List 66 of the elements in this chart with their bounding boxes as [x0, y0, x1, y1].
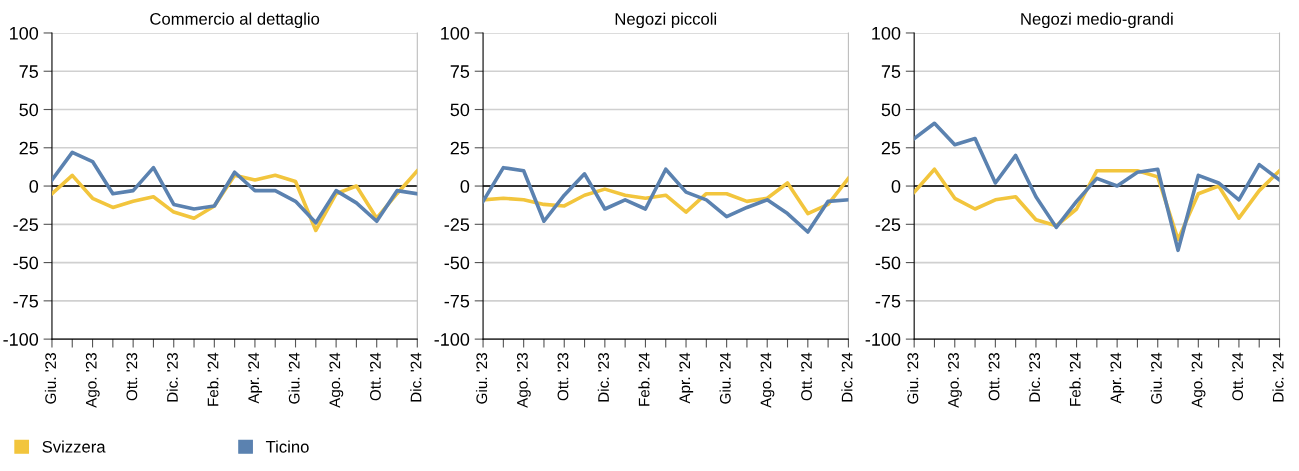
- x-tick-label: Giu. '23: [907, 352, 919, 404]
- y-tick-label: 75: [450, 65, 470, 78]
- x-tick-label: Ago. '23: [516, 352, 531, 408]
- x-tick-label: Dic. '23: [166, 352, 178, 402]
- x-tick-label: Ago. '24: [760, 352, 775, 408]
- chart-title: Negozi medio-grandi: [1021, 12, 1173, 29]
- y-tick-label: -25: [875, 218, 901, 232]
- line-series: [914, 121, 1280, 253]
- y-tick-label: -50: [444, 256, 470, 270]
- y-tick-label: -75: [444, 294, 470, 308]
- x-tick-label: Giu. '23: [475, 352, 488, 404]
- line-series: [483, 165, 849, 234]
- x-tick-label: Apr. '24: [679, 352, 694, 404]
- y-tick-label: 50: [881, 103, 901, 117]
- y-tick-label: 50: [450, 103, 470, 117]
- x-tick-label: Dic. '24: [410, 352, 422, 402]
- line-series: [51, 150, 418, 225]
- x-tick-label: Ott. '23: [126, 352, 138, 401]
- x-tick-label: Ago. '23: [85, 352, 100, 408]
- x-tick-label: Giu. '24: [288, 352, 300, 404]
- y-tick-label: -75: [13, 294, 39, 308]
- x-tick-label: Ago. '24: [329, 352, 344, 408]
- y-tick-label: 0: [891, 179, 901, 193]
- x-tick-label: Ago. '23: [948, 352, 962, 408]
- y-tick-label: -25: [13, 218, 39, 232]
- y-tick-label: -75: [875, 294, 901, 308]
- y-tick-label: -100: [434, 333, 470, 346]
- y-tick-label: 0: [460, 179, 470, 193]
- y-tick-label: 100: [441, 26, 470, 40]
- x-tick-label: Feb. '24: [638, 352, 650, 406]
- x-tick-label: Apr. '24: [1110, 352, 1125, 404]
- y-tick-label: 50: [19, 103, 39, 117]
- x-tick-label: Ott. '23: [557, 352, 569, 401]
- x-tick-label: Ott. '24: [369, 352, 381, 401]
- y-tick-label: 100: [10, 26, 39, 40]
- x-tick-label: Giu. '23: [44, 352, 57, 404]
- x-tick-label: Dic. '24: [1272, 352, 1284, 402]
- legend-label: Svizzera: [42, 440, 106, 453]
- y-tick-label: 75: [19, 65, 39, 78]
- y-tick-label: 25: [19, 141, 39, 155]
- chart-title: Negozi piccoli: [615, 12, 717, 29]
- x-tick-label: Ott. '23: [988, 352, 1000, 401]
- x-tick-label: Ago. '24: [1191, 352, 1206, 408]
- y-tick-label: 75: [881, 65, 901, 78]
- x-tick-label: Ott. '24: [801, 352, 812, 401]
- x-tick-label: Dic. '24: [841, 352, 853, 402]
- x-tick-label: Apr. '24: [248, 352, 263, 404]
- x-tick-label: Feb. '24: [207, 352, 219, 406]
- x-tick-label: Feb. '24: [1069, 352, 1081, 406]
- y-tick-label: 100: [872, 26, 901, 40]
- line-series: [483, 176, 849, 216]
- x-tick-label: Dic. '23: [597, 352, 609, 402]
- y-tick-label: -50: [875, 256, 901, 270]
- y-tick-label: -100: [3, 333, 39, 346]
- y-tick-label: -50: [13, 256, 39, 270]
- x-tick-label: Ott. '24: [1232, 352, 1244, 401]
- y-tick-label: 0: [29, 179, 39, 193]
- y-tick-label: -25: [444, 218, 470, 232]
- chart-title: Commercio al dettaglio: [150, 12, 320, 29]
- y-tick-label: 25: [450, 141, 470, 155]
- y-tick-label: -100: [865, 333, 901, 346]
- y-tick-label: 25: [881, 141, 901, 155]
- x-tick-label: Giu. '24: [1150, 352, 1162, 404]
- x-tick-label: Dic. '23: [1028, 352, 1041, 402]
- legend-label: Ticino: [265, 440, 309, 453]
- x-tick-label: Giu. '24: [719, 352, 731, 404]
